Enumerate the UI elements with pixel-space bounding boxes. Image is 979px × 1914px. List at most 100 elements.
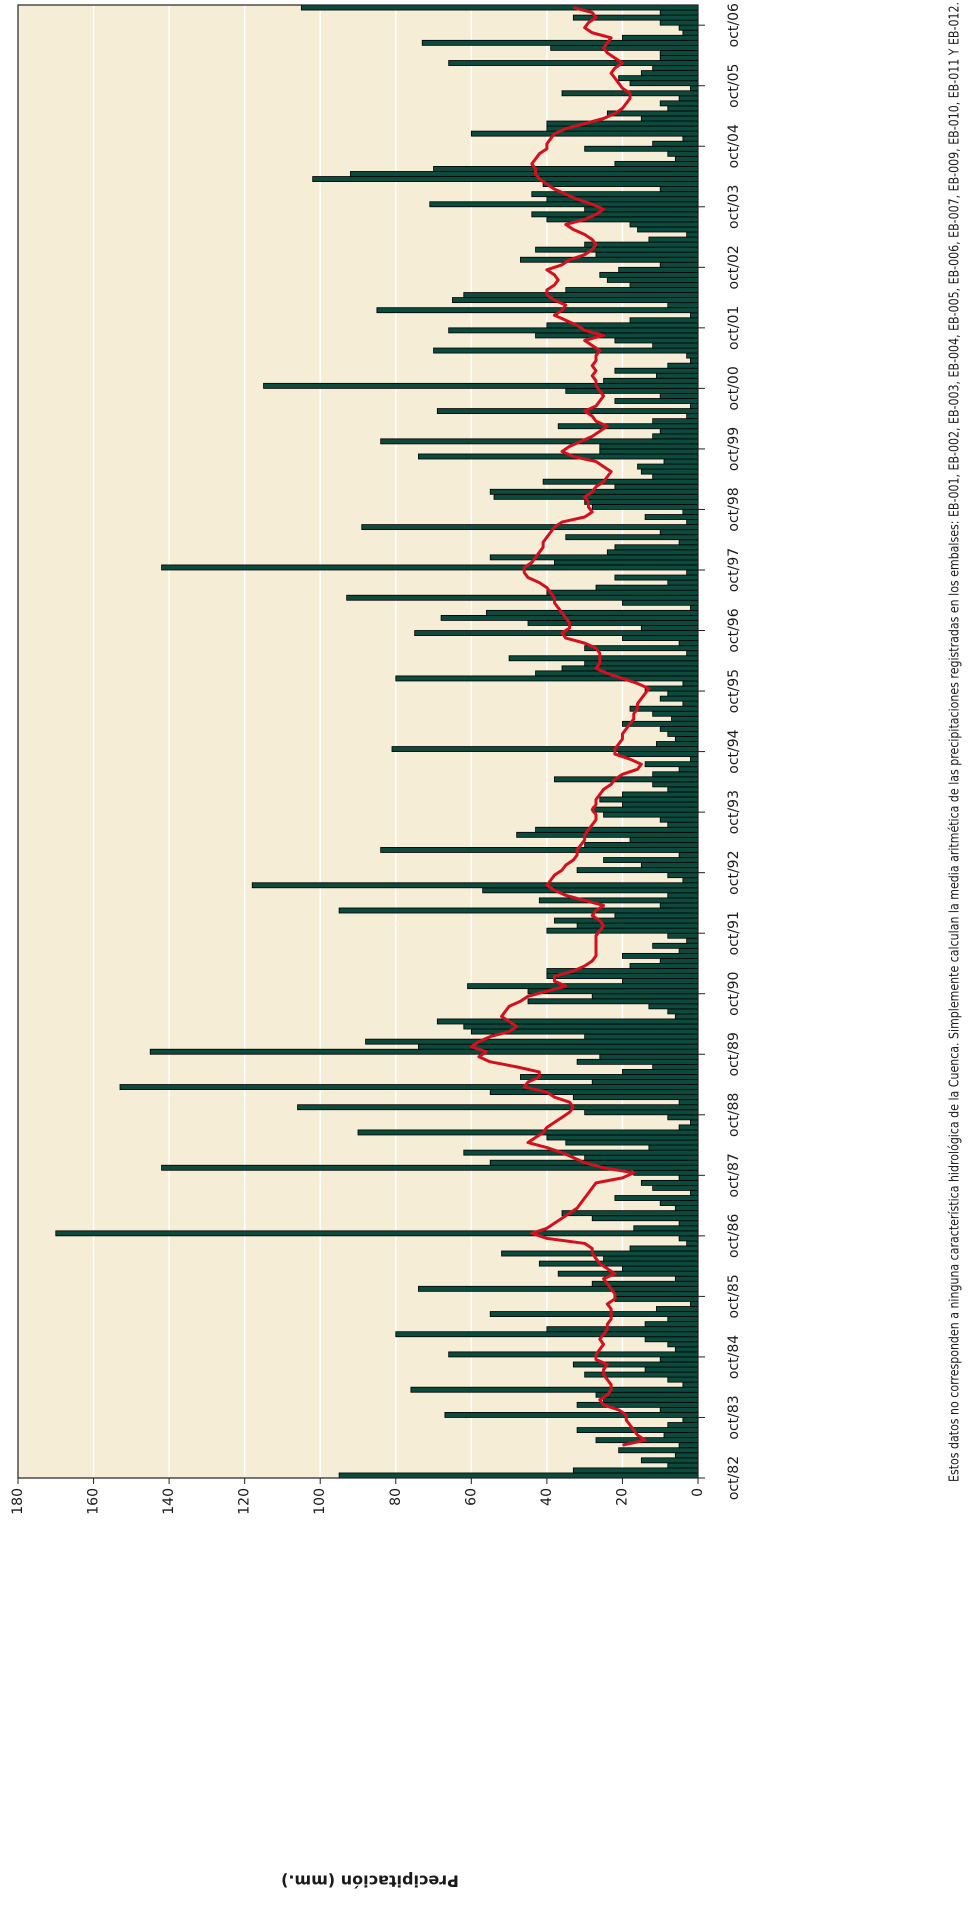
bar <box>572 1361 699 1368</box>
y-tick-label: 20 <box>614 1488 630 1506</box>
bar <box>674 1452 699 1459</box>
bar <box>671 715 699 722</box>
bar <box>674 1205 699 1212</box>
bar <box>678 95 699 102</box>
bar <box>652 710 699 717</box>
bar <box>644 514 699 520</box>
bar <box>448 60 699 66</box>
bar <box>546 1326 699 1333</box>
bar <box>418 453 699 460</box>
bar <box>338 907 699 914</box>
bar <box>520 256 699 263</box>
bar <box>395 675 699 682</box>
bar <box>565 1139 699 1146</box>
bar <box>674 1013 699 1020</box>
bar <box>686 231 699 238</box>
bar <box>659 393 699 399</box>
bar <box>414 630 699 636</box>
bar <box>557 1270 699 1277</box>
bar <box>629 836 699 843</box>
bar <box>527 998 699 1005</box>
bar <box>648 236 699 243</box>
bar <box>618 266 699 273</box>
bar <box>678 1099 699 1106</box>
bar <box>644 685 699 692</box>
bar <box>554 917 699 924</box>
bar <box>644 1321 699 1328</box>
bar <box>667 1422 699 1428</box>
bar <box>637 226 699 233</box>
bar <box>535 826 699 833</box>
bar <box>678 1235 699 1242</box>
bar <box>667 1008 699 1015</box>
bar <box>440 614 699 621</box>
bar <box>659 186 699 193</box>
bar <box>614 367 699 374</box>
bar <box>614 337 699 344</box>
bar <box>433 166 699 172</box>
bar <box>576 922 699 929</box>
average-line <box>469 6 651 1447</box>
bar <box>599 796 699 803</box>
bar <box>656 372 699 379</box>
bar <box>690 1190 699 1196</box>
bar <box>667 1114 699 1121</box>
bar <box>686 413 699 420</box>
bar <box>546 927 699 934</box>
bar <box>576 1427 699 1433</box>
bar <box>595 1437 699 1444</box>
bar <box>538 897 699 904</box>
bar <box>300 4 699 11</box>
bar <box>614 160 699 167</box>
bar <box>565 287 699 293</box>
bar <box>682 29 699 36</box>
bar <box>418 1043 699 1050</box>
bar <box>584 498 699 505</box>
bar <box>690 1301 699 1307</box>
x-tick-label: oct/85 <box>726 1274 742 1318</box>
bar <box>652 342 699 349</box>
bar <box>591 1079 699 1085</box>
bar <box>603 1396 699 1403</box>
bar <box>606 110 699 117</box>
bar <box>380 438 699 445</box>
bar <box>546 216 699 223</box>
bar <box>584 1109 699 1116</box>
bar <box>591 1215 699 1222</box>
bar <box>561 1210 699 1217</box>
bar <box>546 120 699 127</box>
rotated-chart: Precipitación (mm.) Estos datos no corre… <box>10 2 963 1891</box>
bar <box>361 524 699 531</box>
bar <box>667 150 699 157</box>
bar <box>599 1053 699 1060</box>
footnote: Estos datos no corresponden a ninguna ca… <box>948 2 963 1482</box>
bar <box>606 277 699 283</box>
bar <box>421 39 699 46</box>
bar <box>565 534 699 541</box>
bar <box>614 483 699 490</box>
x-tick-label: oct/96 <box>726 608 742 652</box>
bar <box>659 725 699 732</box>
bar <box>682 1417 699 1423</box>
bar <box>550 44 699 51</box>
bar <box>659 1406 699 1413</box>
bar <box>603 377 699 384</box>
bar <box>410 1386 699 1393</box>
bar <box>644 1366 699 1373</box>
bar <box>538 1260 699 1267</box>
bar <box>667 690 699 697</box>
bar <box>622 952 699 959</box>
bar <box>546 589 699 596</box>
y-tick-label: 180 <box>10 1488 26 1515</box>
bar <box>365 1038 699 1045</box>
bar <box>149 1048 699 1055</box>
bar <box>640 1457 699 1464</box>
bar <box>572 1467 699 1474</box>
bar <box>667 786 699 793</box>
bar <box>659 902 699 909</box>
bar <box>656 1306 699 1312</box>
bar <box>470 130 699 137</box>
bar <box>599 443 699 450</box>
x-tick-label: oct/89 <box>726 1032 742 1076</box>
bar <box>614 544 699 551</box>
